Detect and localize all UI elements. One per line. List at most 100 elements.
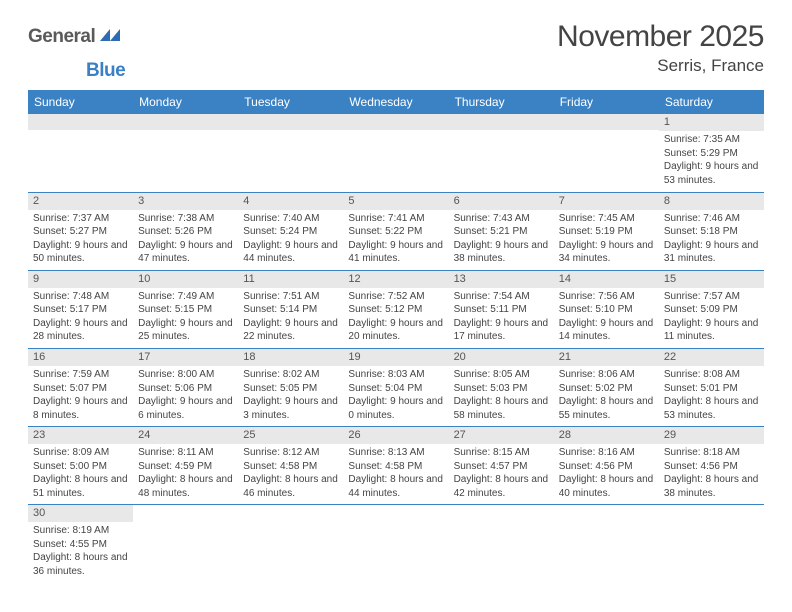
day-number: 20	[449, 349, 554, 366]
day-number: 9	[28, 271, 133, 288]
day-number: 19	[343, 349, 448, 366]
day-details: Sunrise: 7:46 AMSunset: 5:18 PMDaylight:…	[659, 210, 764, 270]
calendar-cell: 2Sunrise: 7:37 AMSunset: 5:27 PMDaylight…	[28, 192, 133, 270]
day-number: 23	[28, 427, 133, 444]
calendar-cell: 15Sunrise: 7:57 AMSunset: 5:09 PMDayligh…	[659, 270, 764, 348]
month-title: November 2025	[557, 20, 764, 54]
weekday-header: Sunday	[28, 90, 133, 114]
day-details: Sunrise: 7:40 AMSunset: 5:24 PMDaylight:…	[238, 210, 343, 270]
day-details: Sunrise: 7:38 AMSunset: 5:26 PMDaylight:…	[133, 210, 238, 270]
calendar-cell: 22Sunrise: 8:08 AMSunset: 5:01 PMDayligh…	[659, 348, 764, 426]
day-details: Sunrise: 8:12 AMSunset: 4:58 PMDaylight:…	[238, 444, 343, 504]
logo-text-blue: Blue	[86, 60, 125, 81]
day-number: 27	[449, 427, 554, 444]
calendar-cell-empty	[133, 505, 238, 583]
calendar-row: 1Sunrise: 7:35 AMSunset: 5:29 PMDaylight…	[28, 114, 764, 192]
day-number: 25	[238, 427, 343, 444]
calendar-cell: 19Sunrise: 8:03 AMSunset: 5:04 PMDayligh…	[343, 348, 448, 426]
calendar-row: 30Sunrise: 8:19 AMSunset: 4:55 PMDayligh…	[28, 505, 764, 583]
calendar-cell-empty	[28, 114, 133, 192]
calendar-cell: 3Sunrise: 7:38 AMSunset: 5:26 PMDaylight…	[133, 192, 238, 270]
calendar-cell: 1Sunrise: 7:35 AMSunset: 5:29 PMDaylight…	[659, 114, 764, 192]
day-number: 12	[343, 271, 448, 288]
calendar-cell: 21Sunrise: 8:06 AMSunset: 5:02 PMDayligh…	[554, 348, 659, 426]
calendar-cell-empty	[343, 114, 448, 192]
calendar-cell: 28Sunrise: 8:16 AMSunset: 4:56 PMDayligh…	[554, 427, 659, 505]
title-block: November 2025 Serris, France	[557, 20, 764, 76]
day-details: Sunrise: 8:18 AMSunset: 4:56 PMDaylight:…	[659, 444, 764, 504]
day-details: Sunrise: 7:51 AMSunset: 5:14 PMDaylight:…	[238, 288, 343, 348]
day-details: Sunrise: 7:57 AMSunset: 5:09 PMDaylight:…	[659, 288, 764, 348]
day-number: 14	[554, 271, 659, 288]
calendar-cell: 16Sunrise: 7:59 AMSunset: 5:07 PMDayligh…	[28, 348, 133, 426]
day-details: Sunrise: 8:19 AMSunset: 4:55 PMDaylight:…	[28, 522, 133, 582]
calendar-cell-empty	[343, 505, 448, 583]
day-number: 26	[343, 427, 448, 444]
day-details: Sunrise: 7:49 AMSunset: 5:15 PMDaylight:…	[133, 288, 238, 348]
day-details: Sunrise: 7:48 AMSunset: 5:17 PMDaylight:…	[28, 288, 133, 348]
day-details: Sunrise: 8:02 AMSunset: 5:05 PMDaylight:…	[238, 366, 343, 426]
calendar-cell: 23Sunrise: 8:09 AMSunset: 5:00 PMDayligh…	[28, 427, 133, 505]
calendar-cell-empty	[133, 114, 238, 192]
day-details: Sunrise: 7:54 AMSunset: 5:11 PMDaylight:…	[449, 288, 554, 348]
calendar-table: SundayMondayTuesdayWednesdayThursdayFrid…	[28, 90, 764, 583]
day-details: Sunrise: 8:00 AMSunset: 5:06 PMDaylight:…	[133, 366, 238, 426]
calendar-cell: 8Sunrise: 7:46 AMSunset: 5:18 PMDaylight…	[659, 192, 764, 270]
day-details: Sunrise: 7:56 AMSunset: 5:10 PMDaylight:…	[554, 288, 659, 348]
day-details: Sunrise: 8:15 AMSunset: 4:57 PMDaylight:…	[449, 444, 554, 504]
calendar-cell-empty	[554, 505, 659, 583]
day-number: 24	[133, 427, 238, 444]
calendar-cell: 13Sunrise: 7:54 AMSunset: 5:11 PMDayligh…	[449, 270, 554, 348]
day-details: Sunrise: 8:13 AMSunset: 4:58 PMDaylight:…	[343, 444, 448, 504]
day-number: 16	[28, 349, 133, 366]
calendar-cell: 20Sunrise: 8:05 AMSunset: 5:03 PMDayligh…	[449, 348, 554, 426]
day-number: 29	[659, 427, 764, 444]
header: General November 2025 Serris, France	[28, 20, 764, 76]
day-number: 8	[659, 193, 764, 210]
calendar-cell: 17Sunrise: 8:00 AMSunset: 5:06 PMDayligh…	[133, 348, 238, 426]
day-details: Sunrise: 8:09 AMSunset: 5:00 PMDaylight:…	[28, 444, 133, 504]
day-details: Sunrise: 8:06 AMSunset: 5:02 PMDaylight:…	[554, 366, 659, 426]
weekday-header: Saturday	[659, 90, 764, 114]
day-number: 6	[449, 193, 554, 210]
day-details: Sunrise: 8:03 AMSunset: 5:04 PMDaylight:…	[343, 366, 448, 426]
day-number: 18	[238, 349, 343, 366]
day-number: 11	[238, 271, 343, 288]
calendar-cell: 5Sunrise: 7:41 AMSunset: 5:22 PMDaylight…	[343, 192, 448, 270]
day-details: Sunrise: 7:45 AMSunset: 5:19 PMDaylight:…	[554, 210, 659, 270]
weekday-header: Thursday	[449, 90, 554, 114]
calendar-cell: 10Sunrise: 7:49 AMSunset: 5:15 PMDayligh…	[133, 270, 238, 348]
calendar-cell-empty	[238, 114, 343, 192]
location: Serris, France	[557, 56, 764, 76]
calendar-cell: 27Sunrise: 8:15 AMSunset: 4:57 PMDayligh…	[449, 427, 554, 505]
day-number: 4	[238, 193, 343, 210]
calendar-cell-empty	[659, 505, 764, 583]
calendar-cell-empty	[554, 114, 659, 192]
calendar-cell: 14Sunrise: 7:56 AMSunset: 5:10 PMDayligh…	[554, 270, 659, 348]
day-number: 1	[659, 114, 764, 131]
calendar-cell: 24Sunrise: 8:11 AMSunset: 4:59 PMDayligh…	[133, 427, 238, 505]
day-details: Sunrise: 8:05 AMSunset: 5:03 PMDaylight:…	[449, 366, 554, 426]
day-details: Sunrise: 8:11 AMSunset: 4:59 PMDaylight:…	[133, 444, 238, 504]
day-number: 30	[28, 505, 133, 522]
calendar-cell-empty	[449, 114, 554, 192]
day-details: Sunrise: 7:41 AMSunset: 5:22 PMDaylight:…	[343, 210, 448, 270]
day-details: Sunrise: 7:35 AMSunset: 5:29 PMDaylight:…	[659, 131, 764, 191]
calendar-cell: 9Sunrise: 7:48 AMSunset: 5:17 PMDaylight…	[28, 270, 133, 348]
day-number: 3	[133, 193, 238, 210]
day-number: 13	[449, 271, 554, 288]
day-number: 5	[343, 193, 448, 210]
calendar-row: 2Sunrise: 7:37 AMSunset: 5:27 PMDaylight…	[28, 192, 764, 270]
logo-text-general: General	[28, 26, 95, 48]
day-number: 28	[554, 427, 659, 444]
calendar-cell: 6Sunrise: 7:43 AMSunset: 5:21 PMDaylight…	[449, 192, 554, 270]
weekday-header: Wednesday	[343, 90, 448, 114]
day-details: Sunrise: 7:37 AMSunset: 5:27 PMDaylight:…	[28, 210, 133, 270]
calendar-cell: 30Sunrise: 8:19 AMSunset: 4:55 PMDayligh…	[28, 505, 133, 583]
day-number: 7	[554, 193, 659, 210]
weekday-header: Monday	[133, 90, 238, 114]
day-number: 2	[28, 193, 133, 210]
day-details: Sunrise: 8:16 AMSunset: 4:56 PMDaylight:…	[554, 444, 659, 504]
weekday-header-row: SundayMondayTuesdayWednesdayThursdayFrid…	[28, 90, 764, 114]
calendar-row: 23Sunrise: 8:09 AMSunset: 5:00 PMDayligh…	[28, 427, 764, 505]
